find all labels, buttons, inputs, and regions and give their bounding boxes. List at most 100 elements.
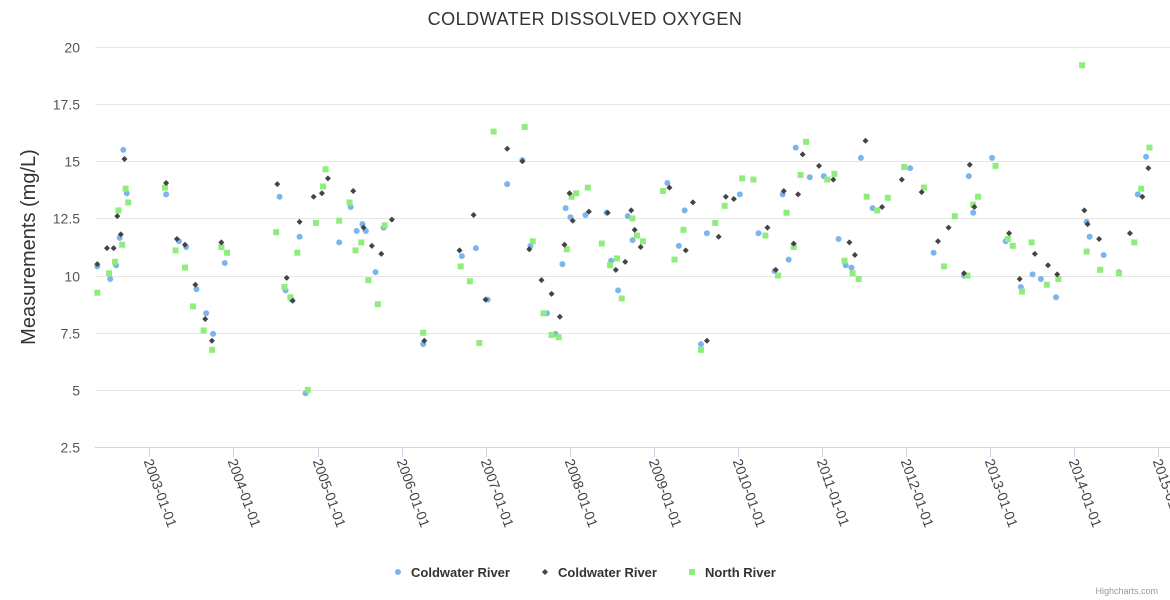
data-point[interactable] <box>666 184 673 191</box>
data-point[interactable] <box>347 204 354 210</box>
data-point[interactable] <box>715 233 722 240</box>
data-point[interactable] <box>381 222 388 229</box>
data-point[interactable] <box>584 184 591 191</box>
data-point[interactable] <box>703 230 710 237</box>
data-point[interactable] <box>336 217 343 224</box>
data-point[interactable] <box>490 128 497 135</box>
data-point[interactable] <box>224 249 231 256</box>
data-point[interactable] <box>336 239 343 246</box>
data-point[interactable] <box>1031 250 1038 257</box>
data-point[interactable] <box>841 257 848 264</box>
data-point[interactable] <box>1029 271 1036 278</box>
data-point[interactable] <box>806 174 813 181</box>
data-point[interactable] <box>163 191 170 198</box>
data-point[interactable] <box>721 202 728 209</box>
data-point[interactable] <box>304 386 311 393</box>
data-point[interactable] <box>456 247 463 254</box>
data-point[interactable] <box>112 258 119 265</box>
data-point[interactable] <box>115 207 122 214</box>
data-point[interactable] <box>274 181 281 188</box>
data-point[interactable] <box>772 266 779 273</box>
data-point[interactable] <box>420 329 427 336</box>
data-point[interactable] <box>920 184 927 191</box>
data-point[interactable] <box>615 287 622 294</box>
data-point[interactable] <box>172 247 179 254</box>
data-point[interactable] <box>181 241 188 248</box>
data-point[interactable] <box>697 341 704 348</box>
data-point[interactable] <box>457 263 464 270</box>
data-point[interactable] <box>1055 276 1062 282</box>
data-point[interactable] <box>181 264 188 271</box>
data-point[interactable] <box>555 334 562 341</box>
data-point[interactable] <box>934 238 941 245</box>
data-point[interactable] <box>569 217 576 224</box>
data-point[interactable] <box>202 316 209 322</box>
data-point[interactable] <box>697 346 704 353</box>
data-point[interactable] <box>964 272 971 279</box>
data-point[interactable] <box>631 226 638 233</box>
data-point[interactable] <box>966 161 973 168</box>
data-point[interactable] <box>1134 191 1141 198</box>
data-point[interactable] <box>582 212 589 218</box>
data-point[interactable] <box>1138 185 1145 192</box>
data-point[interactable] <box>960 270 967 277</box>
data-point[interactable] <box>476 340 483 346</box>
data-point[interactable] <box>857 154 864 161</box>
data-point[interactable] <box>863 193 870 200</box>
data-point[interactable] <box>851 252 858 258</box>
data-point[interactable] <box>504 181 511 188</box>
data-point[interactable] <box>1053 294 1060 301</box>
data-point[interactable] <box>975 193 982 200</box>
data-point[interactable] <box>790 240 797 247</box>
data-point[interactable] <box>548 290 555 297</box>
data-point[interactable] <box>1079 62 1086 69</box>
data-point[interactable] <box>940 263 947 270</box>
data-point[interactable] <box>1081 207 1088 214</box>
data-point[interactable] <box>785 256 792 263</box>
data-point[interactable] <box>1096 236 1103 242</box>
data-point[interactable] <box>208 337 215 344</box>
data-point[interactable] <box>203 310 210 317</box>
data-point[interactable] <box>613 255 620 262</box>
data-point[interactable] <box>218 244 225 250</box>
data-point[interactable] <box>218 239 225 246</box>
legend-symbol[interactable] <box>395 569 401 575</box>
data-point[interactable] <box>659 188 666 194</box>
data-point[interactable] <box>1083 248 1090 255</box>
data-point[interactable] <box>352 247 359 254</box>
data-point[interactable] <box>350 188 357 194</box>
data-point[interactable] <box>918 189 925 196</box>
data-point[interactable] <box>346 199 353 206</box>
data-point[interactable] <box>287 294 294 301</box>
data-point[interactable] <box>1043 281 1050 288</box>
data-point[interactable] <box>1044 262 1051 269</box>
data-point[interactable] <box>671 256 678 263</box>
data-point[interactable] <box>1009 242 1016 249</box>
data-point[interactable] <box>324 175 331 182</box>
data-point[interactable] <box>123 190 130 197</box>
data-point[interactable] <box>849 270 856 277</box>
data-point[interactable] <box>458 253 465 260</box>
data-point[interactable] <box>901 164 908 170</box>
data-point[interactable] <box>831 170 838 177</box>
data-point[interactable] <box>526 246 533 253</box>
data-point[interactable] <box>548 332 555 338</box>
data-point[interactable] <box>824 176 831 183</box>
data-point[interactable] <box>639 238 646 245</box>
data-point[interactable] <box>783 209 790 216</box>
data-point[interactable] <box>1131 239 1138 246</box>
data-point[interactable] <box>94 261 101 268</box>
data-point[interactable] <box>294 249 301 256</box>
data-point[interactable] <box>94 289 101 296</box>
data-point[interactable] <box>200 327 207 334</box>
data-point[interactable] <box>971 204 978 210</box>
data-point[interactable] <box>1097 266 1104 273</box>
data-point[interactable] <box>378 250 385 257</box>
data-point[interactable] <box>585 208 592 215</box>
data-point[interactable] <box>209 346 216 353</box>
data-point[interactable] <box>907 165 914 172</box>
data-point[interactable] <box>992 162 999 169</box>
data-point[interactable] <box>816 162 823 169</box>
data-point[interactable] <box>750 176 757 183</box>
data-point[interactable] <box>529 238 536 245</box>
